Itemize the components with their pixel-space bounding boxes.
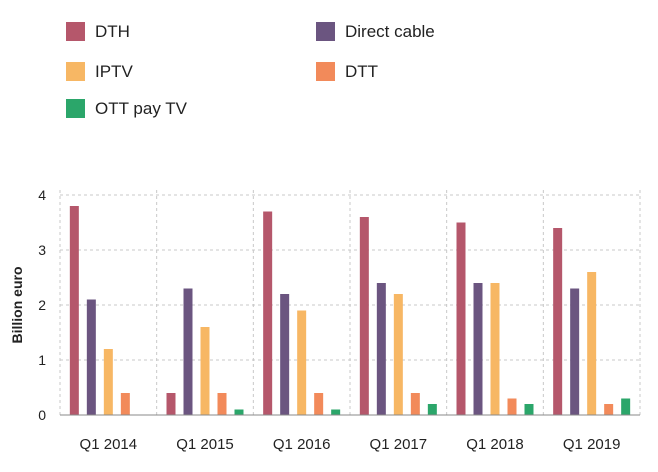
- y-tick-label: 1: [38, 352, 46, 368]
- bar: [280, 294, 290, 415]
- y-tick-label: 4: [38, 187, 46, 203]
- bar: [103, 349, 113, 415]
- axes: 0 1 2 3 4 Q1 2014 Q1 2015 Q1 2016 Q1 2017 Q1 2018…: [38, 187, 640, 453]
- legend: DTH Direct cable IPTV DTT OTT pay TV: [66, 22, 435, 118]
- bar: [621, 398, 631, 415]
- bar: [490, 283, 500, 415]
- legend-swatch: [66, 22, 85, 41]
- legend-label: OTT pay TV: [95, 99, 188, 118]
- legend-item-0: DTH: [66, 22, 130, 41]
- x-tick-label: Q1 2017: [370, 436, 428, 453]
- legend-label: DTH: [95, 22, 130, 41]
- legend-swatch: [316, 62, 335, 81]
- bar: [553, 228, 563, 415]
- bar: [604, 404, 614, 415]
- legend-label: Direct cable: [345, 22, 435, 41]
- legend-swatch: [316, 22, 335, 41]
- bar: [524, 404, 534, 415]
- bar: [376, 283, 386, 415]
- bar: [297, 310, 307, 415]
- bar: [263, 211, 273, 415]
- x-tick-label: Q1 2015: [176, 436, 234, 453]
- legend-item-1: Direct cable: [316, 22, 435, 41]
- bar: [331, 409, 341, 415]
- x-tick-label: Q1 2014: [80, 436, 138, 453]
- bar: [570, 288, 580, 415]
- bars: [69, 206, 631, 415]
- bar: [314, 393, 324, 415]
- bar: [200, 327, 210, 415]
- legend-swatch: [66, 62, 85, 81]
- x-tick-label: Q1 2016: [273, 436, 331, 453]
- bar: [234, 409, 244, 415]
- x-tick-label: Q1 2019: [563, 436, 621, 453]
- bar: [120, 393, 130, 415]
- bar: [217, 393, 227, 415]
- bar: [86, 299, 96, 415]
- bar: [393, 294, 403, 415]
- gridlines: [59, 190, 641, 415]
- legend-label: IPTV: [95, 62, 133, 81]
- y-tick-label: 0: [38, 407, 46, 423]
- x-tick-label: Q1 2018: [466, 436, 524, 453]
- legend-swatch: [66, 99, 85, 118]
- bar: [359, 217, 369, 415]
- bar: [69, 206, 79, 415]
- bar: [587, 272, 597, 415]
- bar: [410, 393, 420, 415]
- bar: [427, 404, 437, 415]
- bar: [166, 393, 176, 415]
- legend-item-4: OTT pay TV: [66, 99, 188, 118]
- legend-label: DTT: [345, 62, 378, 81]
- legend-item-2: IPTV: [66, 62, 133, 81]
- bar: [473, 283, 483, 415]
- y-tick-label: 3: [38, 242, 46, 258]
- y-axis-title: Billion euro: [9, 267, 25, 344]
- bar: [456, 222, 466, 415]
- bar: [183, 288, 193, 415]
- y-tick-label: 2: [38, 297, 46, 313]
- legend-item-3: DTT: [316, 62, 378, 81]
- bar: [507, 398, 517, 415]
